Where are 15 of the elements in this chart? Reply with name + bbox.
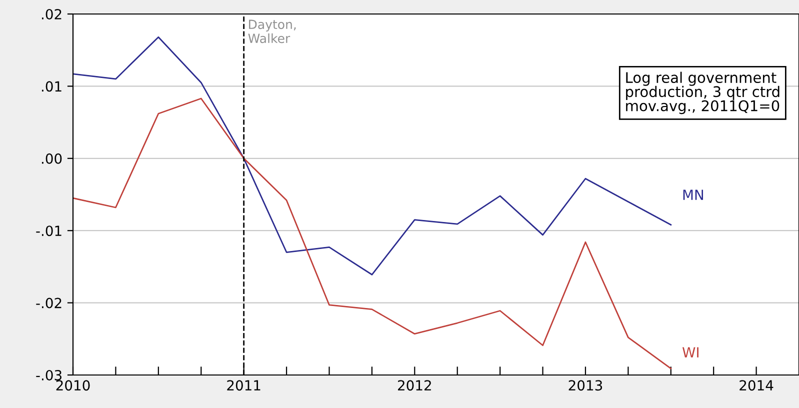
y-tick-label: -.01 <box>36 226 62 236</box>
series-label: WI <box>682 347 698 358</box>
x-tick-label: 2013 <box>568 380 602 391</box>
x-tick-label: 2010 <box>56 380 90 391</box>
y-tick-label: .00 <box>42 153 62 164</box>
y-tick-label: .02 <box>42 8 62 20</box>
ref-line-label: Dayton, Walker <box>248 20 296 44</box>
y-tick-label: .01 <box>42 81 62 92</box>
x-tick-label: 2012 <box>398 380 431 391</box>
text: MN <box>683 190 703 200</box>
x-tick-label: 2011 <box>227 380 260 391</box>
x-tick-label: 2014 <box>740 380 774 391</box>
y-tick-label: -.03 <box>36 370 62 380</box>
y-tick-label: -.02 <box>36 298 62 308</box>
annotation: Log real government production, 3 qtr ctrd mov.avg., 2011Q1=0 <box>626 72 780 114</box>
